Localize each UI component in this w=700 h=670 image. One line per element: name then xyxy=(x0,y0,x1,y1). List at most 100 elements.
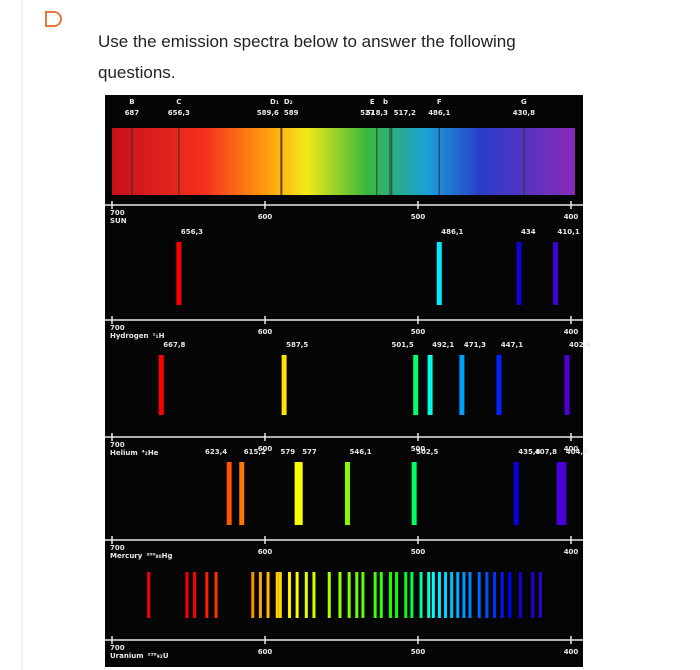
line-label: 579 xyxy=(281,448,296,456)
emission-line xyxy=(388,572,392,618)
emission-line xyxy=(258,572,262,618)
emission-line xyxy=(538,572,542,618)
emission-line xyxy=(214,572,218,618)
emission-line xyxy=(513,462,519,525)
emission-line xyxy=(508,572,512,618)
tick-label: 500 xyxy=(411,548,426,556)
emission-line xyxy=(493,572,496,618)
tick-label: 600 xyxy=(258,328,273,336)
emission-line xyxy=(379,572,383,618)
emission-line xyxy=(176,242,182,305)
emission-line xyxy=(251,572,255,618)
line-label: 656,3 xyxy=(168,109,190,117)
line-label: 687 xyxy=(125,109,140,117)
emission-line xyxy=(516,242,522,305)
solar-continuum xyxy=(112,128,575,195)
tick-label: 700 xyxy=(110,644,125,652)
emission-line xyxy=(287,572,291,618)
element-symbol: ²⁰⁰₈₀Hg xyxy=(146,552,172,560)
emission-line xyxy=(496,355,502,415)
emission-line xyxy=(444,572,448,618)
line-label: 587,5 xyxy=(286,341,308,349)
line-label: 517,2 xyxy=(394,109,416,117)
emission-line xyxy=(361,572,365,618)
line-label: 615,2 xyxy=(244,448,266,456)
emission-line xyxy=(297,462,303,525)
line-label: 501,5 xyxy=(392,341,414,349)
line-label: 404,7 xyxy=(566,448,588,456)
emission-line xyxy=(327,572,331,618)
emission-line xyxy=(468,572,472,618)
emission-line xyxy=(411,462,417,525)
tick-label: 700 xyxy=(110,441,125,449)
emission-line xyxy=(281,355,287,415)
fraunhofer-letter: D₁ xyxy=(270,98,279,106)
emission-line xyxy=(456,572,460,618)
emission-line xyxy=(304,572,308,618)
line-label: 589,6 xyxy=(257,109,279,117)
emission-line xyxy=(275,572,279,618)
line-label: 410,1 xyxy=(558,228,580,236)
spectrum-name: Helium xyxy=(110,449,138,457)
line-label: 430,8 xyxy=(513,109,535,117)
line-label: 623,4 xyxy=(205,448,227,456)
tick-label: 400 xyxy=(564,445,579,453)
emission-line xyxy=(294,462,300,525)
line-label: 407,8 xyxy=(535,448,557,456)
tick-label: 600 xyxy=(258,648,273,656)
line-label: 402,6 xyxy=(569,341,591,349)
line-label: 502,5 xyxy=(416,448,438,456)
tick-label: 400 xyxy=(564,548,579,556)
fraunhofer-letter: F xyxy=(437,98,442,106)
element-symbol: ¹₁H xyxy=(152,332,164,340)
emission-line xyxy=(431,572,435,618)
emission-line xyxy=(500,572,504,618)
fraunhofer-letter: B xyxy=(129,98,134,106)
line-label: 434 xyxy=(521,228,536,236)
emission-line xyxy=(373,572,377,618)
emission-line xyxy=(556,462,562,525)
line-label: 492,1 xyxy=(432,341,454,349)
emission-line xyxy=(355,572,359,618)
line-label: 435,8 xyxy=(518,448,540,456)
emission-line xyxy=(404,572,408,618)
emission-line xyxy=(427,355,433,415)
emission-line xyxy=(266,572,270,618)
element-symbol: ⁴₂He xyxy=(142,449,159,457)
line-label: 656,3 xyxy=(181,228,203,236)
emission-line xyxy=(485,572,489,618)
tick-label: 600 xyxy=(258,213,273,221)
question-text: Use the emission spectra below to answer… xyxy=(98,32,516,82)
emission-line xyxy=(436,242,442,305)
spectrum-name: SUN xyxy=(110,217,127,225)
spectrum-name: Uranium xyxy=(110,652,144,660)
emission-line xyxy=(410,572,414,618)
emission-line xyxy=(193,572,197,618)
emission-line xyxy=(338,572,342,618)
tick-label: 700 xyxy=(110,544,125,552)
line-label: 518,3 xyxy=(366,109,388,117)
fraunhofer-letter: E xyxy=(370,98,375,106)
fraunhofer-letter: G xyxy=(521,98,527,106)
line-label: 577 xyxy=(302,448,317,456)
spectrum-name: Mercury xyxy=(110,552,143,560)
fraunhofer-letter: C xyxy=(176,98,181,106)
emission-line xyxy=(450,572,454,618)
emission-line xyxy=(147,572,151,618)
line-label: 486,1 xyxy=(441,228,463,236)
emission-line xyxy=(419,572,423,618)
line-label: 471,3 xyxy=(464,341,486,349)
emission-line xyxy=(312,572,316,618)
icon[interactable] xyxy=(45,11,62,27)
tick-label: 700 xyxy=(110,324,125,332)
emission-line xyxy=(413,355,419,415)
tick-label: 400 xyxy=(564,213,579,221)
fraunhofer-letter: b xyxy=(383,98,388,106)
tick-label: 500 xyxy=(411,328,426,336)
emission-line xyxy=(477,572,481,618)
emission-line xyxy=(239,462,245,525)
tick-label: 600 xyxy=(258,548,273,556)
line-label: 589 xyxy=(284,109,299,117)
